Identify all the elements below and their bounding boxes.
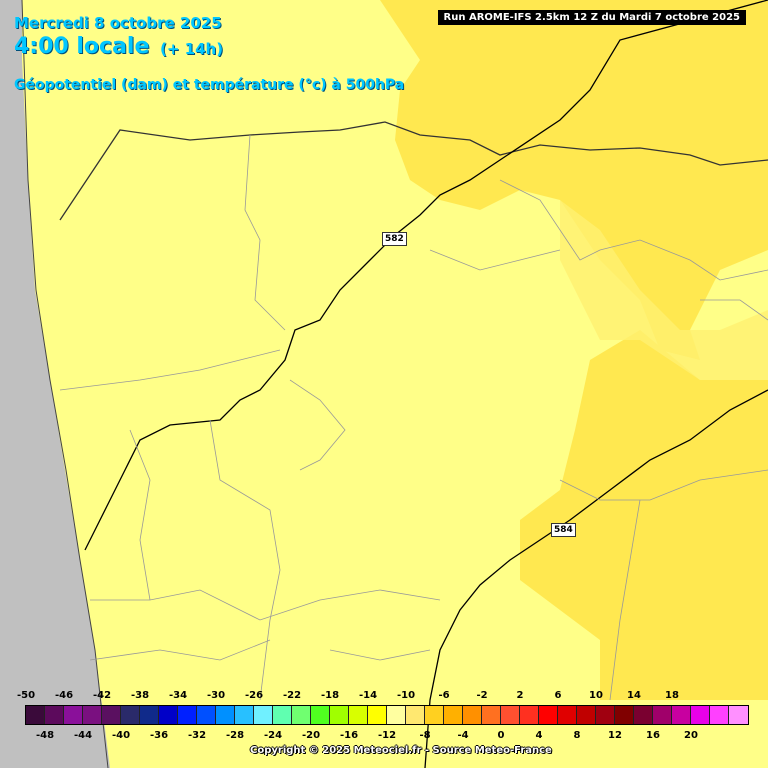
color-legend	[25, 705, 749, 725]
legend-tick-label: -16	[339, 730, 359, 741]
legend-swatch	[653, 706, 672, 724]
legend-tick-label: -44	[73, 730, 93, 741]
legend-tick-label: -8	[419, 730, 431, 741]
legend-swatch	[368, 706, 387, 724]
legend-swatch	[558, 706, 577, 724]
legend-swatch	[178, 706, 197, 724]
legend-swatch	[615, 706, 634, 724]
legend-tick-label: -14	[358, 690, 378, 701]
transition-band	[560, 200, 768, 380]
legend-tick-label: -30	[206, 690, 226, 701]
legend-tick-label: -34	[168, 690, 188, 701]
legend-tick-label: 14	[627, 690, 641, 701]
legend-tick-label: -24	[263, 730, 283, 741]
legend-swatch	[596, 706, 615, 724]
legend-swatch	[197, 706, 216, 724]
legend-tick-label: 0	[497, 730, 505, 741]
legend-tick-label: -46	[54, 690, 74, 701]
legend-swatch	[463, 706, 482, 724]
legend-swatch	[425, 706, 444, 724]
contour-584	[424, 389, 768, 768]
legend-tick-label: -36	[149, 730, 169, 741]
contour-582	[84, 0, 768, 551]
contour-label-584: 584	[551, 523, 576, 537]
legend-tick-label: -38	[130, 690, 150, 701]
legend-tick-label: -10	[396, 690, 416, 701]
legend-swatch	[45, 706, 64, 724]
legend-swatch	[159, 706, 178, 724]
legend-swatch	[26, 706, 45, 724]
legend-tick-label: 8	[573, 730, 581, 741]
legend-tick-label: 16	[646, 730, 660, 741]
legend-tick-label: -20	[301, 730, 321, 741]
legend-swatch	[710, 706, 729, 724]
region-borders	[59, 134, 768, 701]
legend-tick-label: -32	[187, 730, 207, 741]
legend-tick-label: -6	[438, 690, 450, 701]
run-label: Run AROME-IFS 2.5km 12 Z du Mardi 7 octo…	[437, 10, 746, 25]
country-border	[59, 121, 768, 221]
legend-tick-label: 12	[608, 730, 622, 741]
legend-tick-label: 2	[516, 690, 524, 701]
legend-swatch	[273, 706, 292, 724]
legend-tick-label: -42	[92, 690, 112, 701]
legend-swatch	[330, 706, 349, 724]
forecast-date: Mercredi 8 octobre 2025	[14, 14, 222, 32]
forecast-lead-time: (+ 14h)	[160, 40, 224, 58]
legend-swatch	[444, 706, 463, 724]
legend-swatch	[387, 706, 406, 724]
legend-swatch	[406, 706, 425, 724]
forecast-time: 4:00 locale	[14, 34, 150, 59]
legend-swatch	[102, 706, 121, 724]
legend-tick-label: -2	[476, 690, 488, 701]
legend-tick-label: -48	[35, 730, 55, 741]
legend-swatch	[311, 706, 330, 724]
legend-swatch	[672, 706, 691, 724]
legend-swatch	[501, 706, 520, 724]
legend-swatch	[254, 706, 273, 724]
legend-swatch	[292, 706, 311, 724]
legend-swatch	[235, 706, 254, 724]
legend-swatch	[539, 706, 558, 724]
contour-label-582: 582	[382, 232, 407, 246]
legend-tick-label: 18	[665, 690, 679, 701]
legend-swatch	[349, 706, 368, 724]
legend-tick-label: -26	[244, 690, 264, 701]
legend-swatch	[216, 706, 235, 724]
legend-tick-label: -12	[377, 730, 397, 741]
legend-swatch	[64, 706, 83, 724]
legend-swatch	[634, 706, 653, 724]
legend-tick-label: -40	[111, 730, 131, 741]
legend-tick-label: -22	[282, 690, 302, 701]
legend-swatch	[520, 706, 539, 724]
legend-swatch	[83, 706, 102, 724]
legend-tick-label: 6	[554, 690, 562, 701]
warm-zone-south	[520, 330, 768, 700]
legend-swatch	[691, 706, 710, 724]
legend-tick-label: 10	[589, 690, 603, 701]
legend-tick-label: -4	[457, 730, 469, 741]
legend-swatch	[729, 706, 748, 724]
copyright-text: Copyright © 2025 Meteociel.fr - Source M…	[250, 745, 552, 756]
legend-swatch	[140, 706, 159, 724]
legend-swatch	[121, 706, 140, 724]
parameter-title: Géopotentiel (dam) et température (°c) à…	[14, 77, 405, 93]
legend-tick-label: -18	[320, 690, 340, 701]
legend-tick-label: 4	[535, 730, 543, 741]
warm-zone-north	[380, 0, 768, 360]
legend-tick-label: -50	[16, 690, 36, 701]
coastline	[21, 0, 109, 768]
legend-tick-label: -28	[225, 730, 245, 741]
legend-swatch	[577, 706, 596, 724]
legend-swatch	[482, 706, 501, 724]
legend-tick-label: 20	[684, 730, 698, 741]
